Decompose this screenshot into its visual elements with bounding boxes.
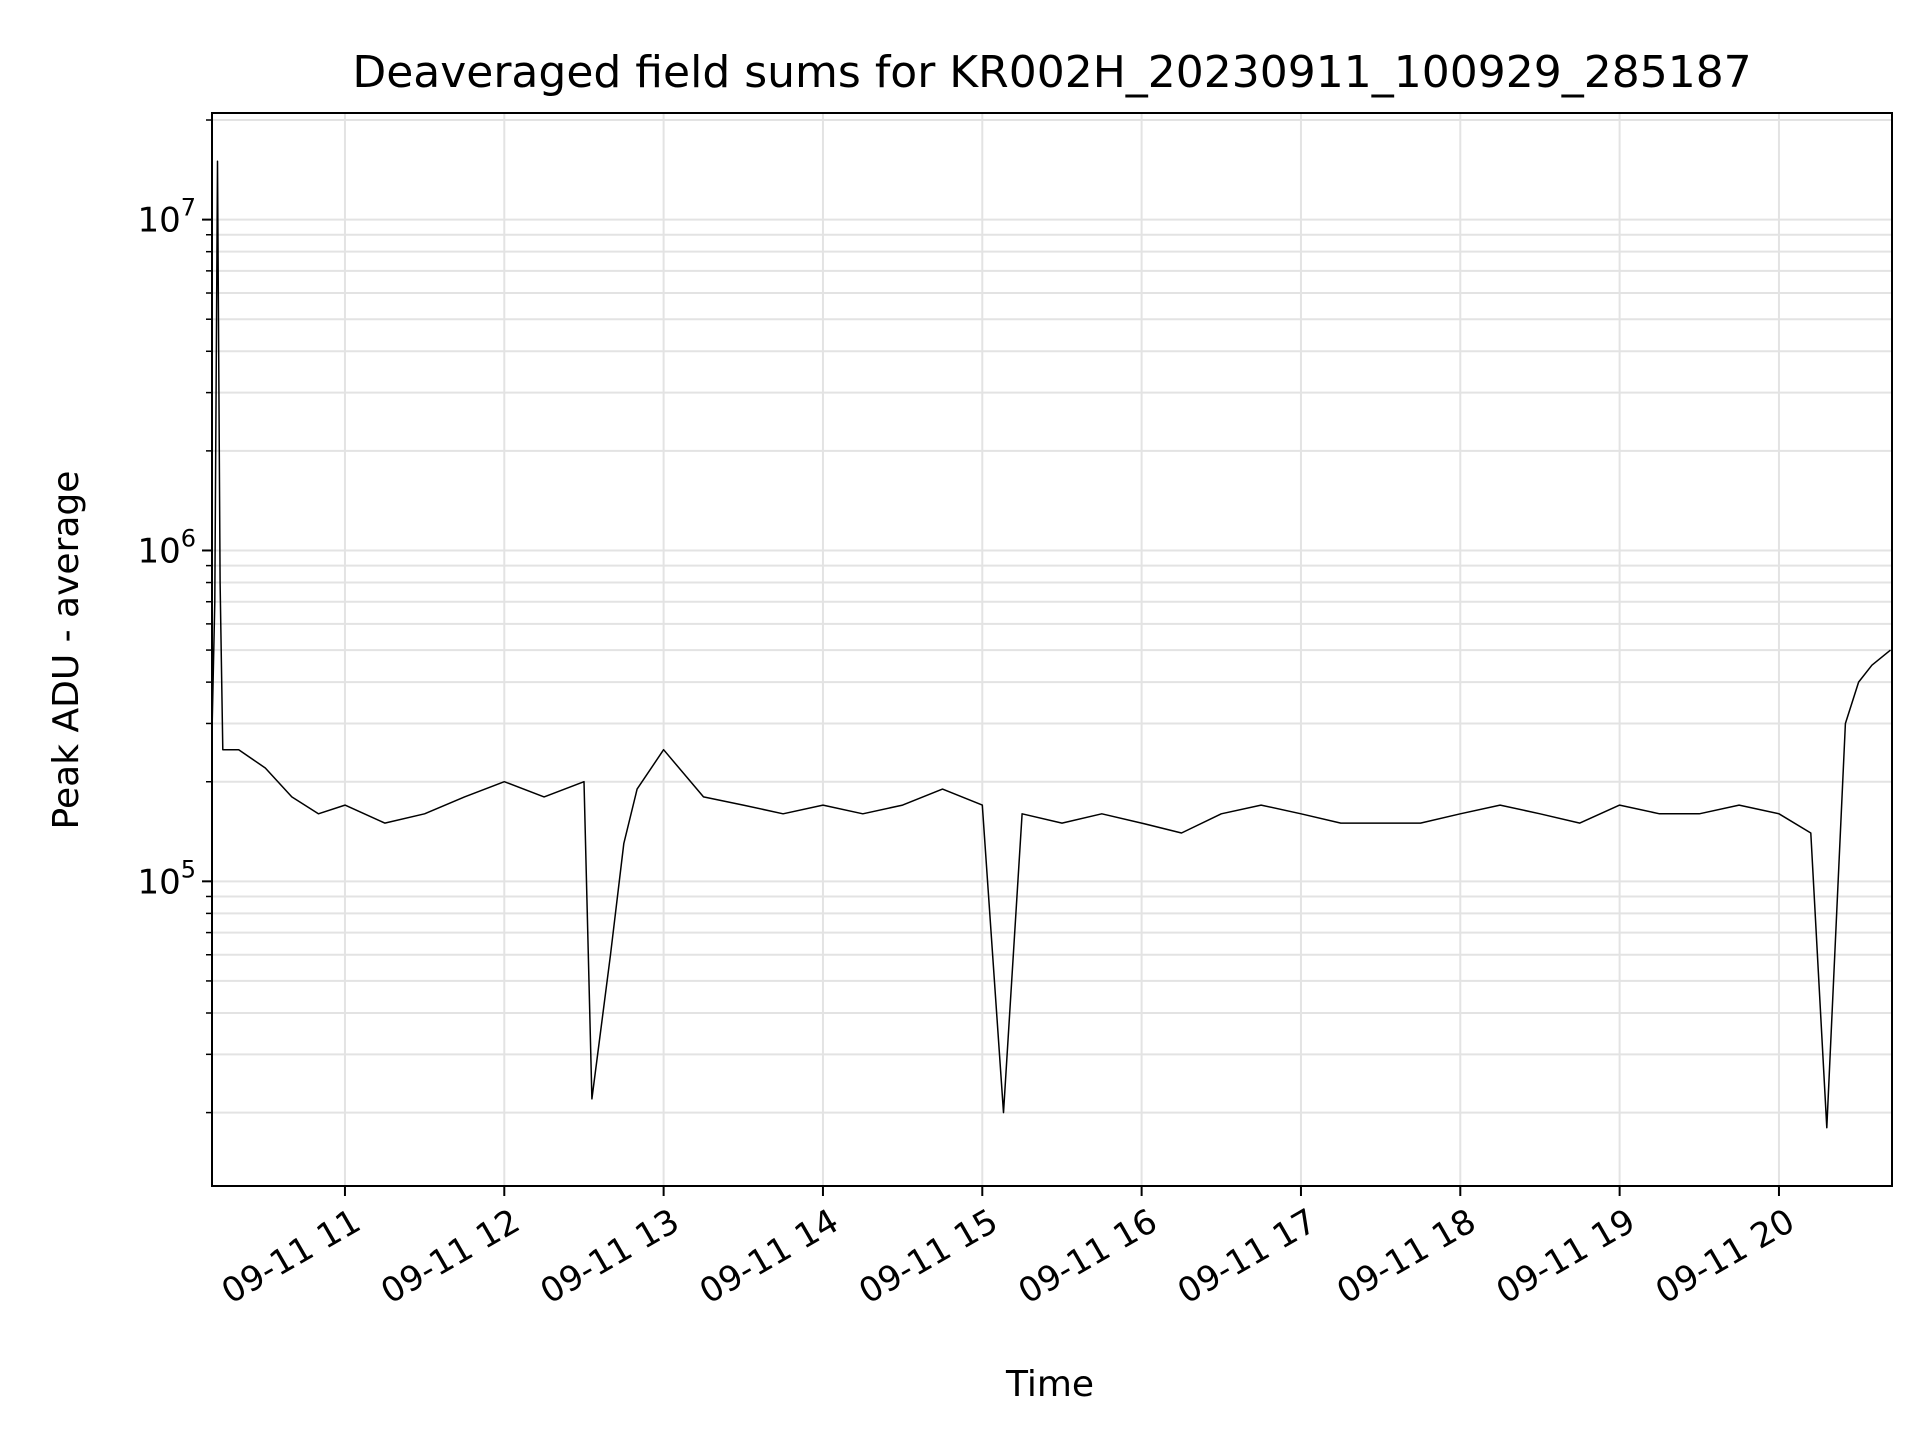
y-tick-label: 105 <box>137 855 196 902</box>
grid-lines <box>212 113 1892 1186</box>
y-axis-ticks: 105 106 107 <box>137 119 212 1114</box>
x-axis-label: Time <box>1005 1364 1094 1405</box>
series-line-layer <box>211 160 1891 1129</box>
chart-title: Deaveraged field sums for KR002H_2023091… <box>352 47 1751 98</box>
series-line <box>211 160 1891 1129</box>
y-tick-label: 107 <box>137 194 196 241</box>
y-tick-label: 106 <box>137 524 196 571</box>
y-axis-label: Peak ADU - average <box>46 471 87 830</box>
